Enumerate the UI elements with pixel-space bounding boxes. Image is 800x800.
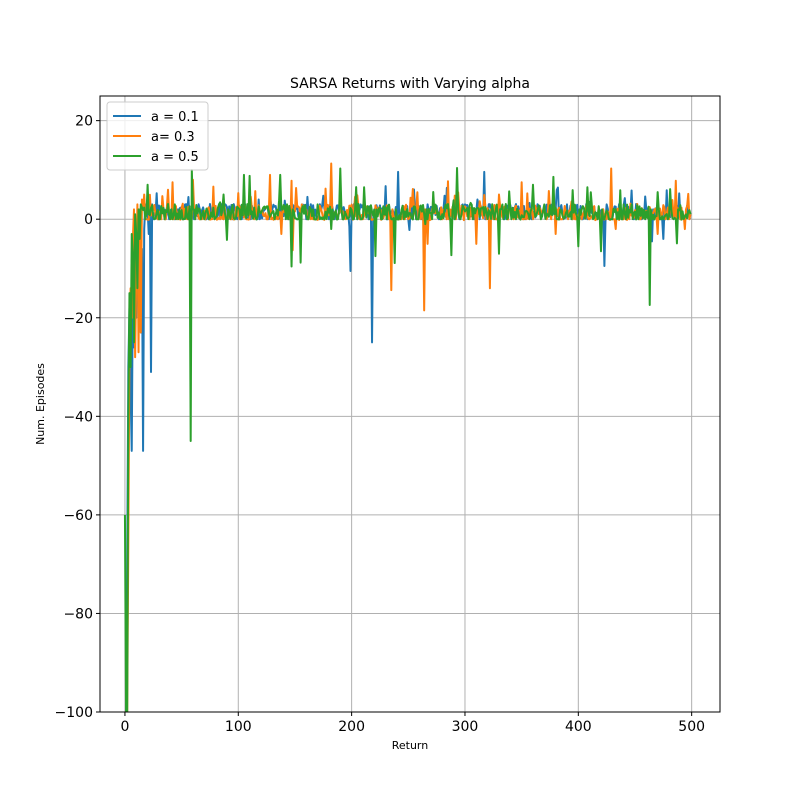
y-tick-label: −60 [63,508,93,524]
legend-label: a = 0.1 [151,110,199,125]
legend-label: a= 0.3 [151,130,195,145]
x-axis-label: Return [392,739,429,752]
x-tick-label: 100 [225,719,252,735]
x-tick-label: 0 [120,719,129,735]
legend: a = 0.1 a= 0.3 a = 0.5 [106,101,209,171]
grid [100,96,720,713]
x-tick-label: 400 [565,719,592,735]
chart-title: SARSA Returns with Varying alpha [290,76,530,92]
y-tick-label: 20 [75,114,93,130]
y-axis-label: Num. Episodes [34,363,47,445]
legend-label: a = 0.5 [151,150,199,165]
y-tick-label: −40 [63,409,93,425]
legend-box [106,101,209,171]
y-tick-label: −100 [55,705,93,721]
x-tick-label: 500 [678,719,705,735]
plot-frame [99,95,721,713]
x-tick-label: 300 [452,719,479,735]
axis-ticks: 0 100 200 300 400 500 −100 −80 −60 −40 −20 0 20 [55,114,705,735]
y-tick-label: −80 [63,606,93,622]
x-tick-label: 200 [338,719,365,735]
y-tick-label: 0 [84,212,93,228]
series-lines [123,162,692,712]
y-tick-label: −20 [63,311,93,327]
series-line-3 [123,166,692,712]
